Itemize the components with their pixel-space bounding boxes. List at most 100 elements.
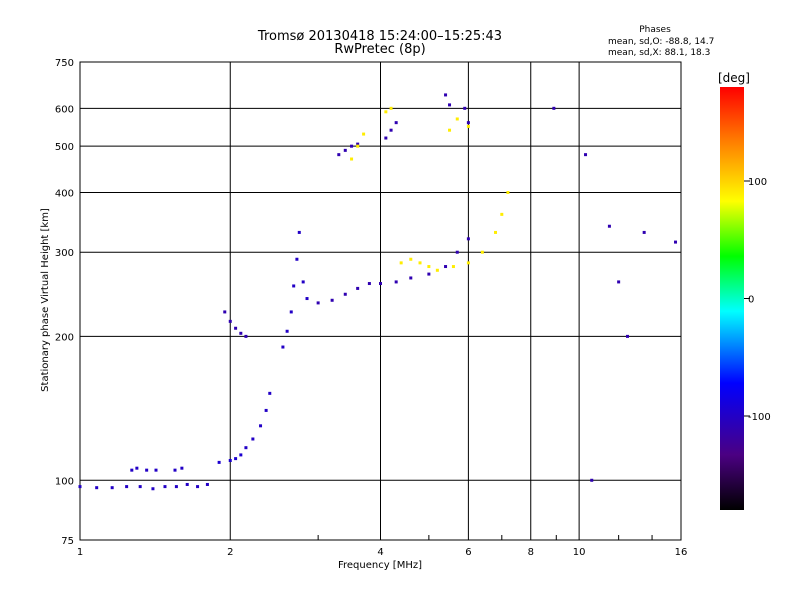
data-point bbox=[463, 106, 467, 110]
data-point bbox=[138, 485, 142, 489]
y-tick-label: 400 bbox=[55, 188, 74, 199]
x-tick-label: 16 bbox=[675, 547, 688, 558]
data-point bbox=[379, 282, 382, 286]
phases-line-x: mean, sd,X: 88.1, 18.3 bbox=[608, 48, 710, 58]
data-point bbox=[466, 121, 470, 125]
data-point bbox=[466, 261, 470, 265]
data-point bbox=[444, 93, 448, 97]
data-points bbox=[78, 93, 678, 491]
y-tick-label: 100 bbox=[55, 476, 74, 487]
data-point bbox=[384, 110, 388, 114]
data-point bbox=[251, 437, 255, 441]
data-point bbox=[330, 298, 334, 302]
data-point bbox=[642, 230, 646, 234]
y-tick-label: 300 bbox=[55, 248, 74, 259]
data-point bbox=[506, 190, 510, 194]
colorbar bbox=[720, 87, 744, 510]
data-point bbox=[180, 466, 184, 470]
colorbar-tick-label: 100 bbox=[748, 177, 767, 188]
data-point bbox=[343, 148, 347, 152]
data-point bbox=[356, 144, 360, 148]
data-point bbox=[451, 265, 455, 269]
y-tick-label: 500 bbox=[55, 142, 74, 153]
colorbar-label: [deg] bbox=[718, 71, 750, 85]
data-point bbox=[343, 292, 347, 296]
data-point bbox=[163, 485, 167, 489]
data-point bbox=[444, 265, 448, 269]
data-point bbox=[494, 230, 498, 234]
data-point bbox=[466, 237, 470, 241]
data-point bbox=[427, 265, 431, 269]
chart-title: Tromsø 20130418 15:24:00–15:25:43 bbox=[257, 29, 502, 44]
data-point bbox=[95, 486, 99, 490]
y-axis-ticks: 75 100 200 300 400 500 600 750 bbox=[55, 58, 74, 547]
x-tick-label: 8 bbox=[528, 547, 534, 558]
y-axis-label: Stationary phase Virtual Height [km] bbox=[40, 208, 51, 392]
data-point bbox=[174, 485, 178, 489]
colorbar-ticks: 100 0 -100 bbox=[744, 177, 771, 423]
data-point bbox=[356, 142, 360, 146]
x-tick-label: 2 bbox=[227, 547, 233, 558]
data-point bbox=[173, 468, 177, 472]
data-point bbox=[244, 446, 248, 450]
y-tick-label: 750 bbox=[55, 58, 74, 69]
data-point bbox=[350, 144, 354, 148]
data-point bbox=[292, 284, 296, 288]
y-tick-label: 75 bbox=[61, 536, 74, 547]
data-point bbox=[145, 468, 149, 472]
data-point bbox=[78, 485, 82, 489]
data-point bbox=[130, 468, 134, 472]
data-point bbox=[448, 128, 452, 132]
data-point bbox=[367, 282, 371, 286]
data-point bbox=[617, 280, 621, 284]
x-tick-label: 6 bbox=[465, 547, 471, 558]
data-point bbox=[418, 261, 422, 265]
colorbar-tick-label: -100 bbox=[748, 412, 771, 423]
data-point bbox=[394, 121, 398, 125]
data-point bbox=[389, 106, 393, 110]
x-axis-label: Frequency [MHz] bbox=[338, 560, 422, 571]
data-point bbox=[234, 457, 238, 461]
data-point bbox=[337, 153, 341, 157]
data-point bbox=[135, 466, 139, 470]
data-point bbox=[350, 157, 354, 161]
data-point bbox=[297, 230, 301, 234]
data-point bbox=[356, 286, 360, 290]
data-point bbox=[285, 329, 289, 333]
data-point bbox=[223, 310, 227, 314]
data-point bbox=[409, 276, 413, 280]
data-point bbox=[295, 257, 299, 261]
data-point bbox=[362, 132, 366, 136]
data-point bbox=[196, 485, 200, 489]
x-tick-label: 4 bbox=[377, 547, 383, 558]
phases-line-o: mean, sd,O: -88.8, 14.7 bbox=[608, 37, 714, 47]
data-point bbox=[500, 212, 504, 216]
data-point bbox=[384, 136, 388, 140]
data-point bbox=[455, 117, 459, 121]
y-tick-label: 600 bbox=[55, 104, 74, 115]
data-point bbox=[674, 240, 678, 244]
phases-title: Phases bbox=[639, 25, 671, 35]
data-point bbox=[301, 280, 305, 284]
data-point bbox=[625, 334, 629, 338]
data-point bbox=[228, 458, 232, 462]
data-point bbox=[264, 408, 268, 412]
data-point bbox=[316, 301, 320, 305]
data-point bbox=[239, 453, 243, 457]
data-point bbox=[607, 224, 611, 228]
data-point bbox=[234, 326, 238, 330]
y-tick-label: 200 bbox=[55, 332, 74, 343]
data-point bbox=[466, 124, 470, 128]
data-point bbox=[154, 468, 158, 472]
data-point bbox=[205, 482, 209, 486]
x-axis-ticks: 1 2 4 6 8 10 16 bbox=[77, 535, 688, 558]
data-point bbox=[435, 268, 439, 272]
data-point bbox=[399, 261, 403, 265]
chart-subtitle: RwPretec (8p) bbox=[334, 42, 425, 57]
data-point bbox=[259, 424, 263, 428]
data-point bbox=[217, 460, 221, 464]
data-point bbox=[409, 257, 413, 261]
data-point bbox=[151, 487, 155, 491]
data-point bbox=[125, 485, 129, 489]
